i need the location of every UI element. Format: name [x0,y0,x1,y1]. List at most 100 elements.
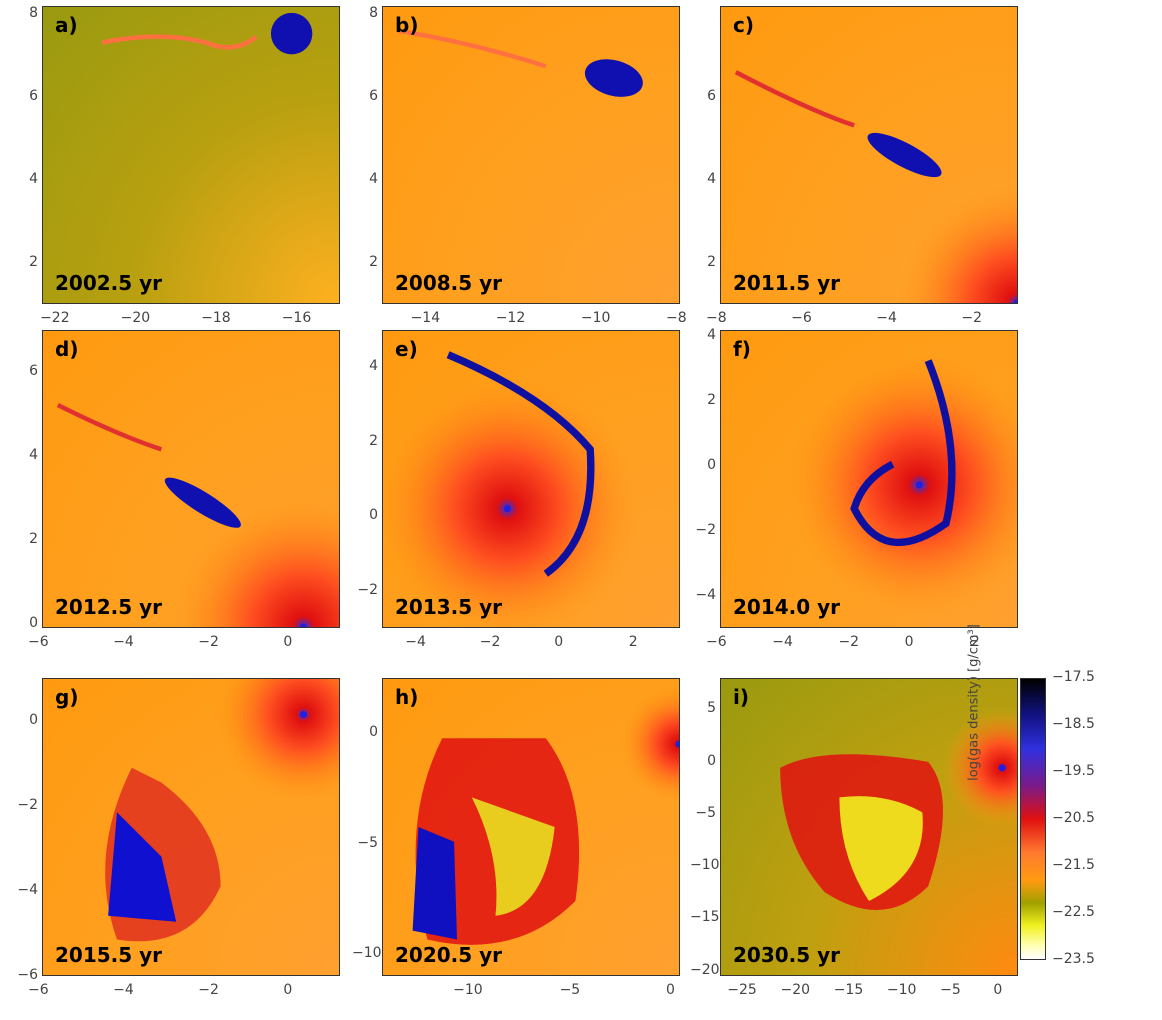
x-tick-label: −10 [886,982,917,998]
density-field [43,331,339,627]
y-tick-label: 2 [369,432,378,449]
panel-d: d) 2012.5 yr [42,330,340,628]
x-tick-label: −2 [198,982,219,998]
panel-g: g) 2015.5 yr [42,678,340,976]
y-tick-label: −5 [695,804,716,821]
panel-time: 2011.5 yr [733,271,841,295]
y-tick-label: 0 [707,752,716,769]
y-tick-label: 8 [29,5,38,22]
x-tick-label: 0 [904,634,914,650]
y-tick-label: 8 [369,5,378,22]
panel-label: f) [733,337,751,361]
y-tick-label: 4 [29,446,38,463]
panel-time: 2014.0 yr [733,595,841,619]
colorbar-tick-label: −22.5 [1052,904,1095,920]
x-tick-label: −8 [666,310,687,326]
x-tick-label: −2 [961,310,983,326]
star-core [675,740,679,748]
y-tick-label: 2 [369,253,378,270]
colorbar-tick-label: −19.5 [1052,763,1095,779]
panel-e: e) 2013.5 yr [382,330,680,628]
density-field [43,679,339,975]
panel-a: a) 2002.5 yr [42,6,340,304]
y-tick-label: 5 [707,700,716,717]
panel-f: f) 2014.0 yr [720,330,1018,628]
star-glow [786,351,1017,619]
density-field [383,331,679,627]
y-tick-label: −2 [357,581,378,598]
panel-label: c) [733,13,754,37]
x-tick-label: −16 [281,310,312,326]
star-core [915,481,923,489]
x-tick-label: −20 [780,982,811,998]
x-tick-label: −2 [198,634,219,650]
colorbar-tick-label: −20.5 [1052,810,1095,826]
y-tick-label: 2 [29,530,38,547]
x-tick-label: 2 [970,634,980,650]
y-tick-label: 2 [29,253,38,270]
density-field [43,7,339,303]
panel-time: 2013.5 yr [395,595,503,619]
x-tick-label: −6 [706,634,727,650]
panel-time: 2008.5 yr [395,271,503,295]
y-tick-label: 0 [707,457,716,474]
density-field [721,679,1017,975]
panel-label: g) [55,685,79,709]
y-tick-label: 4 [369,358,378,375]
star-glow [898,184,1017,303]
x-tick-label: −4 [405,634,426,650]
x-tick-label: −10 [453,982,483,998]
x-tick-label: 0 [283,982,293,998]
y-tick-label: −4 [695,586,716,603]
y-tick-label: 4 [707,327,716,344]
panel-label: a) [55,13,78,37]
y-tick-label: 2 [707,392,716,409]
panel-label: e) [395,337,418,361]
x-tick-label: −4 [113,982,134,998]
colorbar-tick-label: −18.5 [1052,716,1095,732]
x-tick-label: −4 [113,634,134,650]
x-tick-label: −6 [28,634,49,650]
x-tick-label: −6 [791,310,812,326]
panel-label: b) [395,13,419,37]
density-field [721,7,1017,303]
y-tick-label: −2 [17,796,38,813]
x-tick-label: −2 [838,634,860,650]
panel-label: i) [733,685,749,709]
star-core [299,710,308,719]
y-tick-label: −5 [357,834,378,851]
x-tick-label: −12 [495,310,526,326]
y-tick-label: 2 [707,253,716,270]
star-core [503,505,511,513]
y-tick-label: 6 [369,88,378,105]
star-core [299,623,308,627]
background [43,7,339,303]
y-tick-label: −15 [690,909,720,926]
y-tick-label: 6 [707,88,716,105]
y-tick-label: −10 [352,944,382,961]
y-tick-label: −2 [695,521,716,538]
x-tick-label: −20 [120,310,151,326]
x-tick-label: −6 [28,982,49,998]
y-tick-label: 0 [29,711,38,728]
star-glow [214,679,339,804]
y-tick-label: 0 [29,614,38,631]
y-tick-label: 6 [29,362,38,379]
x-tick-label: 0 [666,982,675,998]
x-tick-label: 2 [628,634,638,650]
panel-time: 2020.5 yr [395,943,503,967]
colorbar-tick-label: −21.5 [1052,857,1095,873]
y-tick-label: 4 [707,170,716,187]
y-tick-label: 6 [29,88,38,105]
colorbar [1020,678,1046,960]
panel-b: b) 2008.5 yr [382,6,680,304]
density-field [383,679,679,975]
x-tick-label: −10 [580,310,611,326]
y-tick-label: 4 [29,170,38,187]
density-field [383,7,679,303]
colorbar-tick-label: −23.5 [1052,951,1095,967]
panel-c: c) 2011.5 yr [720,6,1018,304]
y-tick-label: −20 [690,961,720,978]
x-tick-label: 0 [993,982,1003,998]
